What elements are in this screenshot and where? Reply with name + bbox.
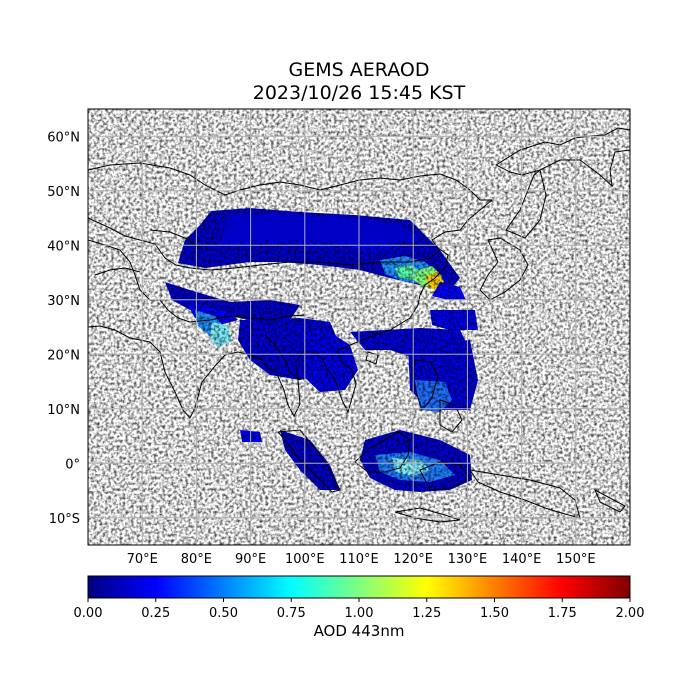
colorbar-tick-label: 0.00: [74, 606, 103, 621]
lon-tick-label: 130°E: [448, 552, 488, 567]
lat-tick-label: 0°: [65, 457, 80, 472]
colorbar-tick-label: 1.75: [548, 606, 577, 621]
lon-tick-label: 90°E: [235, 552, 266, 567]
lon-tick-label: 80°E: [181, 552, 212, 567]
lat-tick-label: 10°N: [47, 403, 80, 418]
map-frame: [87, 108, 631, 546]
colorbar-tick-label: 1.50: [480, 606, 509, 621]
colorbar-tick-label: 1.00: [345, 606, 374, 621]
lon-tick-label: 140°E: [502, 552, 542, 567]
colorbar-tick-label: 2.00: [616, 606, 645, 621]
gridlines: [88, 109, 630, 545]
lon-tick-label: 110°E: [339, 552, 379, 567]
colorbar-tick-label: 1.25: [412, 606, 441, 621]
lat-tick-label: 10°S: [49, 512, 80, 527]
lon-tick-label: 100°E: [285, 552, 325, 567]
map-plot-area: [88, 109, 630, 545]
colorbar-tick-label: 0.25: [141, 606, 170, 621]
lon-tick-label: 120°E: [393, 552, 433, 567]
latitude-labels: 60°N 50°N 40°N 30°N 20°N 10°N 0° 10°S: [47, 130, 80, 527]
colorbar-tick-label: 0.75: [277, 606, 306, 621]
colorbar-tick-label: 0.50: [209, 606, 238, 621]
lat-tick-label: 30°N: [47, 294, 80, 309]
lon-tick-label: 150°E: [556, 552, 596, 567]
lat-tick-label: 50°N: [47, 185, 80, 200]
map-subtitle-datetime: 2023/10/26 15:45 KST: [252, 82, 466, 104]
colorbar-ticks: 0.00 0.25 0.50 0.75 1.00 1.25 1.50 1.75 2.00: [74, 598, 645, 621]
colorbar-gradient: [87, 575, 631, 599]
lat-tick-label: 60°N: [47, 130, 80, 145]
colorbar: 0.00 0.25 0.50 0.75 1.00 1.25 1.50 1.75 2.00: [74, 575, 645, 621]
lat-tick-label: 20°N: [47, 348, 80, 363]
colorbar-label: AOD 443nm: [313, 622, 405, 640]
lon-tick-label: 70°E: [127, 552, 158, 567]
lat-tick-label: 40°N: [47, 239, 80, 254]
coastlines: [88, 127, 630, 523]
map-title: GEMS AERAOD: [288, 59, 430, 81]
longitude-labels: 70°E 80°E 90°E 100°E 110°E 120°E 130°E 140°E 150…: [127, 552, 596, 567]
